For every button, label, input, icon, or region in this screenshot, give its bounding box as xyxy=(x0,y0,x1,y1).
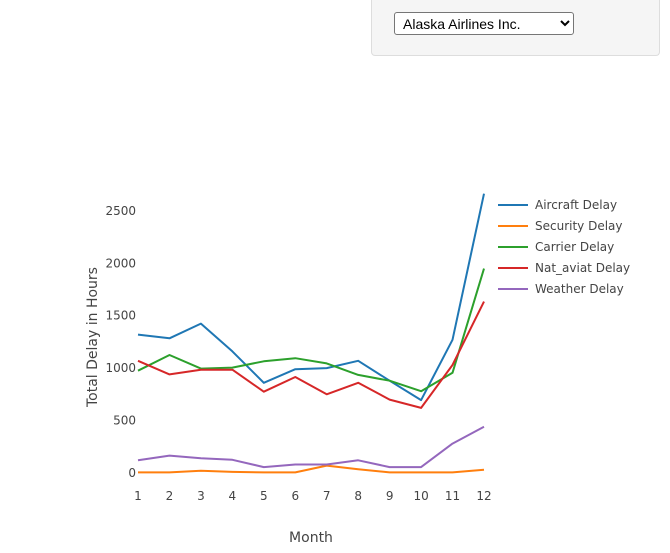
legend-item-aircraft-delay[interactable]: Aircraft Delay xyxy=(498,198,617,212)
x-tick-label: 7 xyxy=(323,489,331,503)
legend-label: Aircraft Delay xyxy=(535,198,617,212)
legend-label: Nat_aviat Delay xyxy=(535,261,630,275)
x-axis-title: Month xyxy=(289,530,333,546)
series-line-aircraft-delay[interactable] xyxy=(137,193,485,402)
y-axis: 0 500 1000 1500 2000 2500 xyxy=(105,204,136,480)
y-tick-label: 2500 xyxy=(105,204,136,218)
y-tick-label: 0 xyxy=(128,466,136,480)
series-line-carrier-delay[interactable] xyxy=(137,268,485,393)
series-line-weather-delay[interactable] xyxy=(137,425,485,469)
x-tick-label: 10 xyxy=(413,489,428,503)
y-axis-title: Total Delay in Hours xyxy=(85,267,101,408)
x-tick-label: 8 xyxy=(354,489,362,503)
x-tick-label: 11 xyxy=(445,489,460,503)
legend[interactable]: Aircraft Delay Security Delay Carrier Dela… xyxy=(498,198,630,296)
plot-area xyxy=(137,193,485,474)
x-axis: 1 2 3 4 5 6 7 8 9 10 11 12 xyxy=(134,489,491,503)
x-tick-label: 1 xyxy=(134,489,142,503)
airline-dropdown[interactable]: Alaska Airlines Inc. xyxy=(394,12,574,35)
series-line-nat-aviat-delay[interactable] xyxy=(137,301,485,409)
x-tick-label: 5 xyxy=(260,489,268,503)
y-tick-label: 1000 xyxy=(105,361,136,375)
legend-item-nat-aviat-delay[interactable]: Nat_aviat Delay xyxy=(498,261,630,275)
legend-item-weather-delay[interactable]: Weather Delay xyxy=(498,282,624,296)
legend-label: Security Delay xyxy=(535,219,623,233)
x-tick-label: 6 xyxy=(291,489,299,503)
x-tick-label: 4 xyxy=(229,489,237,503)
y-tick-label: 2000 xyxy=(105,256,136,270)
series-line-security-delay[interactable] xyxy=(138,464,485,474)
x-tick-label: 3 xyxy=(197,489,205,503)
legend-item-carrier-delay[interactable]: Carrier Delay xyxy=(498,240,614,254)
x-tick-label: 9 xyxy=(386,489,394,503)
x-tick-label: 12 xyxy=(476,489,491,503)
control-panel: Alaska Airlines Inc. xyxy=(371,0,660,56)
legend-item-security-delay[interactable]: Security Delay xyxy=(498,219,623,233)
y-tick-label: 500 xyxy=(113,414,136,428)
legend-label: Weather Delay xyxy=(535,282,624,296)
x-tick-label: 2 xyxy=(166,489,174,503)
legend-label: Carrier Delay xyxy=(535,240,614,254)
y-tick-label: 1500 xyxy=(105,309,136,323)
